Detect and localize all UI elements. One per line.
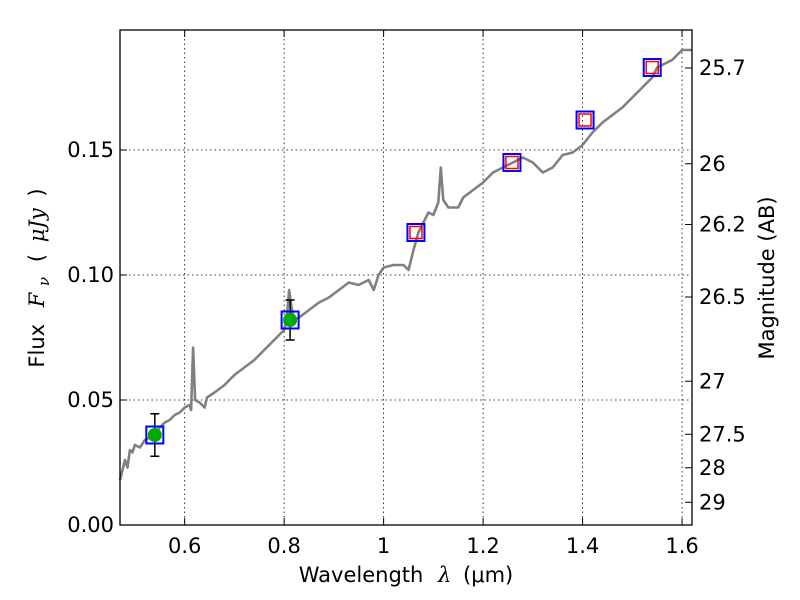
model-spectrum-line <box>118 48 692 481</box>
y-axis-title-symbol: F <box>25 291 49 308</box>
observed-photometry-marker <box>147 428 162 442</box>
axis-ticks: 0.6 0.8 1 1.2 1.4 1.6 0.00 0.05 0.10 0.15 25.7 26 26… <box>67 30 746 558</box>
x-tick-label: 0.8 <box>267 534 300 558</box>
model-photometry-marker <box>642 58 662 77</box>
upper-limit-marker <box>578 113 592 127</box>
y-tick-label: 0.05 <box>67 388 114 412</box>
observed-photometry-marker <box>283 313 298 327</box>
plot-frame <box>119 29 693 526</box>
y-axis-title-subscript: ν <box>35 277 53 286</box>
x-tick-label: 1.6 <box>665 534 698 558</box>
y2-tick-label: 26 <box>699 152 726 176</box>
y-axis-title-paren-close: ) <box>25 188 49 196</box>
y-axis-title-unit: μJy <box>25 207 49 242</box>
x-tick-label: 1.4 <box>566 534 599 558</box>
model-photometry-marker <box>575 110 595 130</box>
model-photometry-marker <box>502 153 522 172</box>
x-axis-title-text: Wavelength <box>299 563 424 587</box>
y2-axis-title: Magnitude (AB) <box>755 196 779 359</box>
y-axis-title-text: Flux <box>25 324 49 368</box>
y-axis-title-paren-open: ( <box>25 254 49 262</box>
x-tick-label: 0.6 <box>168 534 201 558</box>
model-photometry-marker <box>406 223 426 242</box>
y2-tick-label: 27.5 <box>699 422 746 446</box>
y2-tick-label: 25.7 <box>699 56 746 80</box>
x-axis-title-unit: (μm) <box>463 563 513 587</box>
model-photometry-marker <box>145 425 165 445</box>
upper-limit-marker <box>645 60 659 75</box>
y-tick-label: 0.10 <box>67 263 114 287</box>
photometry-markers <box>145 58 662 457</box>
x-axis-title-lambda: λ <box>437 563 451 587</box>
x-axis-title: Wavelength λ (μm) <box>299 563 513 587</box>
x-tick-label: 1.2 <box>466 534 499 558</box>
y2-tick-label: 26.2 <box>699 213 746 237</box>
upper-limit-marker <box>505 155 519 170</box>
x-tick-label: 1 <box>377 534 390 558</box>
upper-limit-marker <box>409 225 423 240</box>
model-photometry-marker <box>280 310 300 330</box>
y2-tick-label: 27 <box>699 369 726 393</box>
y2-tick-label: 26.5 <box>699 285 746 309</box>
grid-lines <box>120 30 692 526</box>
y-tick-label: 0.15 <box>67 138 114 162</box>
y-tick-label: 0.00 <box>67 513 114 537</box>
y2-tick-label: 28 <box>699 456 726 480</box>
y2-tick-label: 29 <box>699 490 726 514</box>
y-axis-title: Flux F ν ( μJy ) <box>25 188 54 367</box>
